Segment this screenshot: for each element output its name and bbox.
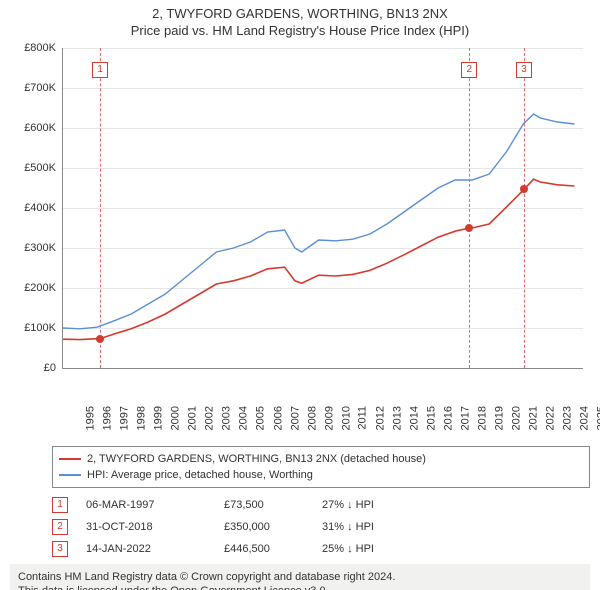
x-axis-label: 2024 — [579, 406, 591, 430]
x-axis-label: 2012 — [374, 406, 386, 430]
sale-price: £446,500 — [224, 543, 304, 555]
x-axis-label: 2000 — [170, 406, 182, 430]
x-axis-label: 2015 — [425, 406, 437, 430]
sale-dot — [520, 185, 528, 193]
x-axis-label: 1996 — [102, 406, 114, 430]
sale-delta: 25% ↓ HPI — [322, 543, 402, 555]
event-marker-box: 2 — [461, 62, 477, 78]
sale-row: 3 14-JAN-2022 £446,500 25% ↓ HPI — [52, 538, 590, 560]
x-axis-label: 1999 — [153, 406, 165, 430]
x-axis-label: 2020 — [511, 406, 523, 430]
sale-marker: 1 — [52, 497, 68, 513]
price-chart: £0 £100K £200K £300K £400K £500K £600K £700K £80… — [10, 40, 590, 408]
event-marker-box: 3 — [516, 62, 532, 78]
sale-date: 31-OCT-2018 — [86, 521, 206, 533]
x-axis-label: 2019 — [494, 406, 506, 430]
footer-line2: This data is licensed under the Open Gov… — [18, 584, 582, 590]
x-axis-label: 1995 — [84, 406, 96, 430]
y-axis-label: £0 — [10, 362, 56, 374]
x-axis-label: 2009 — [323, 406, 335, 430]
chart-title-block: 2, TWYFORD GARDENS, WORTHING, BN13 2NX P… — [0, 0, 600, 38]
sale-row: 2 31-OCT-2018 £350,000 31% ↓ HPI — [52, 516, 590, 538]
y-axis-label: £300K — [10, 242, 56, 254]
y-axis-label: £800K — [10, 42, 56, 54]
legend-label: 2, TWYFORD GARDENS, WORTHING, BN13 2NX (… — [87, 453, 426, 465]
licence-footer: Contains HM Land Registry data © Crown c… — [10, 564, 590, 590]
x-axis-label: 2013 — [391, 406, 403, 430]
x-axis-label: 2007 — [289, 406, 301, 430]
x-axis-label: 2025 — [596, 406, 600, 430]
x-axis-label: 2021 — [528, 406, 540, 430]
sale-dot — [465, 224, 473, 232]
x-axis-label: 2017 — [460, 406, 472, 430]
y-axis-label: £200K — [10, 282, 56, 294]
legend-swatch — [59, 474, 81, 476]
x-axis-label: 2004 — [238, 406, 250, 430]
x-axis-label: 2011 — [356, 406, 368, 430]
footer-line1: Contains HM Land Registry data © Crown c… — [18, 570, 582, 584]
sale-price: £73,500 — [224, 499, 304, 511]
sale-date: 14-JAN-2022 — [86, 543, 206, 555]
legend-row: HPI: Average price, detached house, Wort… — [59, 467, 583, 483]
x-axis-label: 2023 — [562, 406, 574, 430]
chart-lines — [63, 48, 583, 368]
x-axis-label: 2006 — [272, 406, 284, 430]
x-axis-label: 2014 — [408, 406, 420, 430]
sale-price: £350,000 — [224, 521, 304, 533]
event-marker-box: 1 — [92, 62, 108, 78]
sale-delta: 31% ↓ HPI — [322, 521, 402, 533]
y-axis-label: £100K — [10, 322, 56, 334]
y-axis-label: £700K — [10, 82, 56, 94]
sale-delta: 27% ↓ HPI — [322, 499, 402, 511]
x-axis-label: 2008 — [306, 406, 318, 430]
y-axis-label: £600K — [10, 122, 56, 134]
x-axis-label: 2002 — [204, 406, 216, 430]
chart-title-address: 2, TWYFORD GARDENS, WORTHING, BN13 2NX — [0, 6, 600, 21]
x-axis-label: 2022 — [545, 406, 557, 430]
chart-legend: 2, TWYFORD GARDENS, WORTHING, BN13 2NX (… — [52, 446, 590, 488]
y-axis-label: £500K — [10, 162, 56, 174]
x-axis-label: 2005 — [255, 406, 267, 430]
sales-table: 1 06-MAR-1997 £73,500 27% ↓ HPI 2 31-OCT-2018… — [52, 494, 590, 560]
x-axis-label: 2016 — [443, 406, 455, 430]
sale-date: 06-MAR-1997 — [86, 499, 206, 511]
y-axis-label: £400K — [10, 202, 56, 214]
plot-area — [62, 48, 583, 369]
chart-title-subtitle: Price paid vs. HM Land Registry's House … — [0, 23, 600, 38]
legend-swatch — [59, 458, 81, 460]
legend-label: HPI: Average price, detached house, Wort… — [87, 469, 313, 481]
x-axis-label: 2003 — [221, 406, 233, 430]
sale-dot — [96, 335, 104, 343]
series-line — [63, 179, 575, 339]
x-axis-label: 2001 — [187, 406, 199, 430]
sale-marker: 2 — [52, 519, 68, 535]
series-line — [63, 114, 575, 329]
legend-row: 2, TWYFORD GARDENS, WORTHING, BN13 2NX (… — [59, 451, 583, 467]
x-axis-label: 1997 — [119, 406, 131, 430]
sale-row: 1 06-MAR-1997 £73,500 27% ↓ HPI — [52, 494, 590, 516]
x-axis-label: 2018 — [477, 406, 489, 430]
x-axis-label: 1998 — [136, 406, 148, 430]
sale-marker: 3 — [52, 541, 68, 557]
x-axis-label: 2010 — [340, 406, 352, 430]
